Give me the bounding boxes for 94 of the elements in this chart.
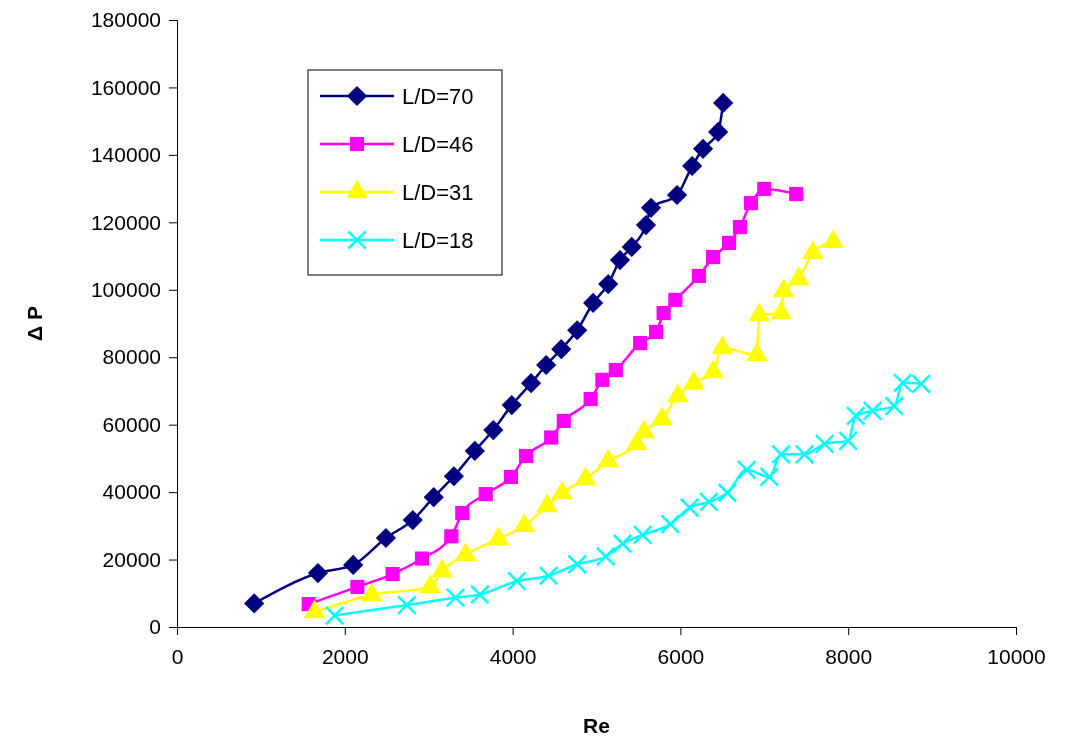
point bbox=[640, 197, 662, 218]
point bbox=[691, 268, 706, 284]
point bbox=[721, 235, 737, 250]
point bbox=[455, 505, 470, 521]
point bbox=[598, 273, 619, 295]
point bbox=[324, 605, 345, 626]
y-tick-label: 120000 bbox=[90, 210, 161, 234]
y-tick-label: 0 bbox=[149, 615, 161, 639]
point bbox=[402, 510, 423, 531]
x-tick-label: 4000 bbox=[489, 644, 537, 668]
point bbox=[544, 430, 559, 445]
point bbox=[771, 444, 792, 465]
point bbox=[649, 324, 664, 339]
point bbox=[743, 196, 758, 211]
legend-label: L/D=18 bbox=[402, 228, 474, 253]
point bbox=[884, 396, 905, 417]
y-tick-label: 140000 bbox=[90, 143, 161, 167]
x-tick-label: 0 bbox=[171, 644, 184, 668]
point bbox=[556, 413, 571, 429]
point bbox=[443, 466, 464, 487]
point bbox=[612, 533, 633, 554]
y-tick-label: 100000 bbox=[90, 278, 161, 301]
y-tick-label: 20000 bbox=[102, 547, 161, 571]
point bbox=[414, 551, 430, 566]
x-tick-label: 10000 bbox=[987, 644, 1046, 668]
point bbox=[503, 469, 518, 485]
point bbox=[679, 497, 700, 518]
point bbox=[609, 250, 631, 271]
point bbox=[244, 593, 265, 614]
point bbox=[385, 566, 400, 582]
point bbox=[445, 587, 466, 608]
point bbox=[717, 482, 738, 503]
point bbox=[789, 186, 804, 202]
point bbox=[759, 466, 780, 487]
point bbox=[551, 339, 572, 360]
point bbox=[464, 440, 485, 462]
point bbox=[595, 372, 610, 387]
legend-label: L/D=31 bbox=[402, 180, 474, 205]
legend-label: L/D=46 bbox=[402, 132, 474, 157]
point bbox=[708, 121, 729, 143]
point bbox=[483, 419, 504, 441]
point bbox=[862, 400, 883, 421]
point bbox=[583, 391, 598, 407]
point bbox=[506, 571, 527, 592]
point bbox=[794, 444, 815, 465]
y-tick-label: 60000 bbox=[102, 412, 161, 436]
point bbox=[595, 546, 616, 567]
point bbox=[668, 292, 683, 307]
point bbox=[307, 562, 329, 584]
point bbox=[396, 595, 417, 616]
point bbox=[423, 487, 444, 508]
point bbox=[350, 579, 365, 594]
y-tick-label: 180000 bbox=[90, 8, 161, 32]
point bbox=[656, 305, 671, 321]
y-axis-title: Δ P bbox=[23, 306, 46, 341]
point bbox=[732, 219, 748, 235]
point bbox=[567, 554, 588, 575]
point bbox=[343, 554, 364, 576]
point bbox=[608, 362, 623, 378]
point bbox=[632, 524, 653, 545]
point bbox=[838, 430, 859, 451]
point bbox=[736, 459, 757, 480]
point bbox=[757, 181, 772, 197]
point bbox=[536, 354, 557, 376]
point bbox=[621, 236, 642, 258]
x-tick-label: 8000 bbox=[825, 644, 873, 668]
point bbox=[538, 565, 559, 586]
point bbox=[567, 320, 588, 341]
point bbox=[698, 491, 719, 512]
point bbox=[814, 433, 835, 454]
point bbox=[518, 448, 534, 464]
x-tick-label: 2000 bbox=[321, 644, 369, 668]
point bbox=[713, 92, 734, 114]
y-tick-label: 160000 bbox=[90, 75, 161, 99]
point bbox=[845, 405, 866, 426]
y-tick-label: 40000 bbox=[102, 480, 161, 504]
x-axis-title: Re bbox=[583, 714, 610, 737]
point bbox=[469, 584, 490, 605]
point bbox=[583, 292, 604, 314]
point bbox=[666, 184, 688, 206]
point bbox=[706, 250, 721, 265]
point bbox=[375, 527, 397, 549]
point bbox=[633, 335, 648, 351]
legend-label: L/D=70 bbox=[402, 84, 474, 109]
point bbox=[520, 373, 542, 394]
point bbox=[682, 155, 703, 177]
point bbox=[692, 138, 714, 159]
x-tick-label: 6000 bbox=[657, 644, 705, 668]
y-tick-label: 80000 bbox=[102, 345, 161, 369]
point bbox=[444, 529, 459, 544]
point bbox=[660, 514, 681, 535]
point bbox=[635, 214, 657, 236]
point bbox=[501, 395, 522, 416]
point bbox=[478, 487, 493, 502]
